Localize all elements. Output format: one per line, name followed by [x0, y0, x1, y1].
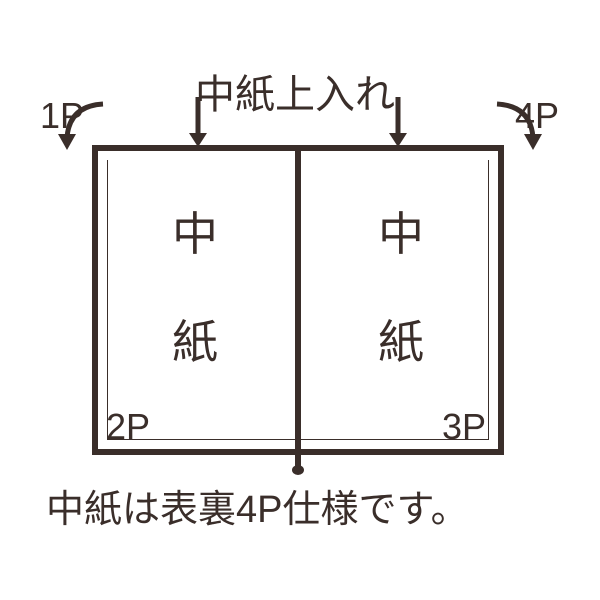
inner-text-left: 中 紙 — [172, 198, 218, 372]
inner-char: 中 — [172, 198, 218, 264]
inner-char: 中 — [378, 198, 424, 264]
diagram-container: 中紙上入れ 1P 4P 中 紙 中 紙 2P 3P 中紙は表裏4P仕様です。 — [0, 0, 600, 600]
label-2p: 2P — [106, 406, 150, 448]
inner-char: 紙 — [172, 306, 218, 372]
title-top: 中紙上入れ — [195, 62, 395, 120]
inner-text-right: 中 紙 — [378, 198, 424, 372]
spine — [295, 145, 301, 469]
inner-char: 紙 — [378, 306, 424, 372]
spine-tail — [290, 465, 306, 477]
label-3p: 3P — [442, 406, 486, 448]
caption-bottom: 中紙は表裏4P仕様です。 — [46, 478, 469, 533]
